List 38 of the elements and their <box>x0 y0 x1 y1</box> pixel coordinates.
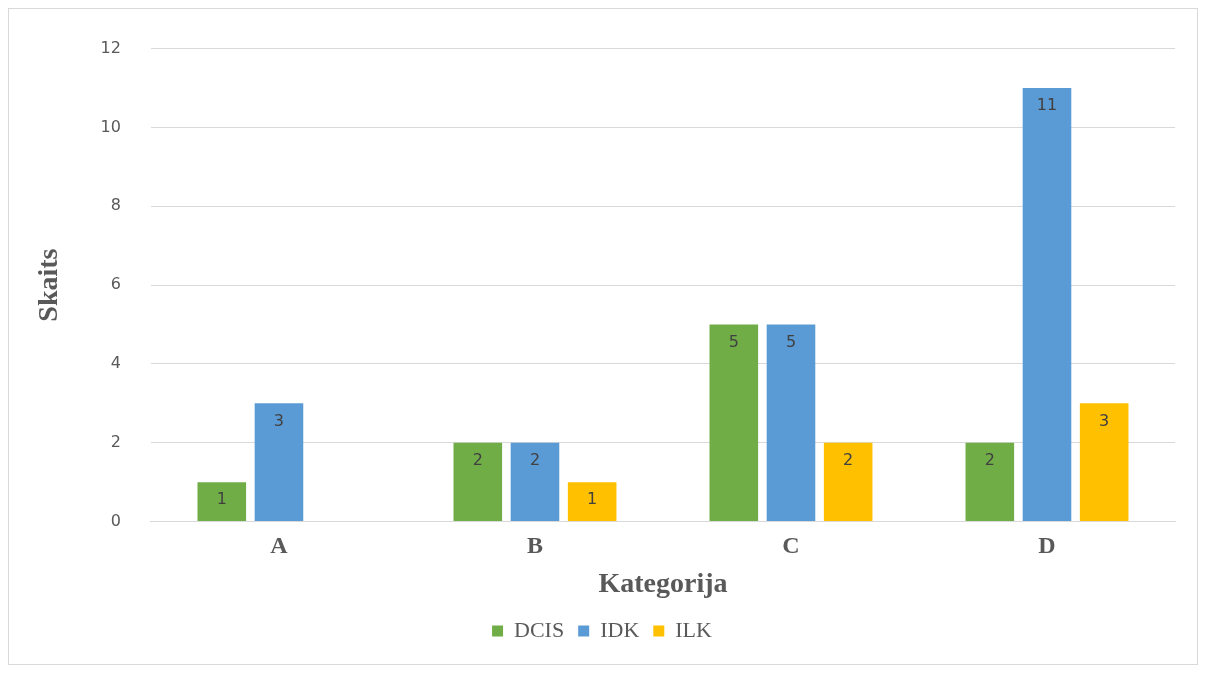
y-tick-label: 0 <box>110 510 121 530</box>
x-tick-label: D <box>1038 532 1056 559</box>
data-label: 1 <box>587 489 598 509</box>
bar <box>1022 88 1072 522</box>
y-tick-label: 8 <box>110 195 121 215</box>
data-label: 3 <box>1099 410 1110 430</box>
bar <box>1079 403 1129 522</box>
bar <box>766 324 816 522</box>
data-label: 2 <box>843 449 854 469</box>
bar <box>823 442 873 522</box>
x-tick-label: C <box>782 532 800 559</box>
y-tick-label: 12 <box>100 37 121 57</box>
legend-label: ILK <box>675 616 713 642</box>
x-axis-title: Kategorija <box>598 567 728 599</box>
y-tick-label: 2 <box>110 431 121 451</box>
bar <box>453 442 503 522</box>
y-tick-label: 4 <box>110 353 121 373</box>
data-label: 5 <box>785 331 797 351</box>
bar <box>709 324 759 522</box>
data-label: 5 <box>728 331 739 351</box>
legend-label: DCIS <box>514 616 565 642</box>
bar <box>567 482 617 522</box>
bar <box>197 482 247 522</box>
y-axis-title: Skaits <box>32 248 64 322</box>
data-label: 3 <box>273 410 285 430</box>
data-label: 1 <box>216 489 227 509</box>
data-label: 2 <box>984 449 995 469</box>
data-label: 11 <box>1036 95 1058 115</box>
y-tick-label: 10 <box>100 116 121 136</box>
legend-label: IDK <box>600 616 640 642</box>
bar <box>254 403 304 522</box>
bar <box>965 442 1015 522</box>
bar <box>510 442 560 522</box>
x-tick-label: B <box>526 532 543 559</box>
data-label: 2 <box>529 449 541 469</box>
x-tick-label: A <box>270 532 289 559</box>
data-label: 2 <box>472 449 483 469</box>
y-tick-label: 6 <box>110 274 121 294</box>
